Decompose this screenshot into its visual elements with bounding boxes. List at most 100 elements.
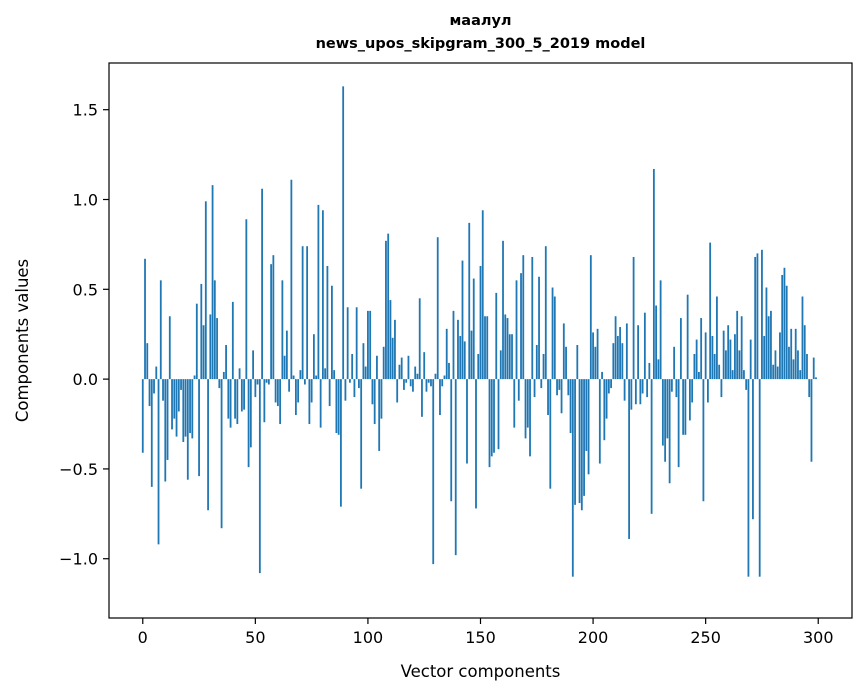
bar xyxy=(661,379,664,446)
bar xyxy=(806,353,808,380)
bar xyxy=(562,323,565,380)
bar xyxy=(360,379,363,489)
x-tick-label: 200 xyxy=(578,628,609,647)
bar xyxy=(423,352,426,380)
bar xyxy=(220,379,223,529)
bar xyxy=(164,379,167,482)
bar xyxy=(614,316,617,380)
bar xyxy=(515,280,518,380)
bar xyxy=(767,316,770,380)
bar xyxy=(711,336,714,380)
bar xyxy=(477,353,480,380)
bar xyxy=(607,379,610,394)
bar xyxy=(610,379,612,389)
bar xyxy=(425,379,428,392)
bar xyxy=(335,379,338,433)
bar xyxy=(815,377,817,380)
bar xyxy=(254,379,257,398)
bar xyxy=(605,379,608,419)
bar xyxy=(763,336,766,380)
bar xyxy=(175,379,178,437)
bar xyxy=(779,332,781,380)
bar xyxy=(168,316,171,380)
bar xyxy=(578,379,581,504)
bar xyxy=(439,379,441,416)
bar xyxy=(452,310,455,380)
bar xyxy=(369,310,372,380)
bar xyxy=(666,379,669,439)
bar xyxy=(812,357,815,380)
bar xyxy=(267,379,270,385)
bar xyxy=(740,316,743,380)
bar xyxy=(700,318,703,380)
bar xyxy=(436,237,439,380)
bar xyxy=(542,353,545,380)
bar xyxy=(409,379,412,387)
bar xyxy=(218,379,221,389)
bar xyxy=(328,379,331,407)
bar xyxy=(403,379,405,390)
bar xyxy=(655,305,658,380)
bar xyxy=(553,296,556,380)
bar xyxy=(387,233,390,380)
bar xyxy=(481,210,484,380)
bar xyxy=(785,285,788,380)
bar xyxy=(324,368,327,380)
bar xyxy=(385,240,387,380)
bar xyxy=(810,379,813,462)
bar xyxy=(159,280,162,380)
bar xyxy=(556,379,558,396)
bar xyxy=(756,253,759,380)
bar xyxy=(616,336,619,380)
bar xyxy=(670,379,673,392)
bar xyxy=(427,379,430,383)
bar xyxy=(576,344,579,380)
bar xyxy=(234,379,236,419)
bar xyxy=(794,328,797,380)
bar xyxy=(637,325,640,380)
bar xyxy=(808,379,811,398)
bar xyxy=(416,373,419,380)
bar xyxy=(186,379,189,480)
bar xyxy=(432,379,435,565)
bar xyxy=(580,379,583,511)
bar xyxy=(799,370,802,380)
y-tick-label: 1.0 xyxy=(73,191,98,210)
bar xyxy=(502,240,504,380)
bar xyxy=(398,364,401,380)
bar xyxy=(389,300,392,380)
bar xyxy=(463,341,466,380)
bar xyxy=(695,339,698,380)
bar xyxy=(524,379,527,439)
bar xyxy=(209,314,212,380)
bar xyxy=(290,179,293,380)
bar xyxy=(650,379,653,514)
bar xyxy=(743,370,745,380)
bar xyxy=(229,379,232,428)
bar xyxy=(315,375,318,380)
bar xyxy=(567,379,570,396)
bar xyxy=(263,379,266,423)
bar xyxy=(547,379,549,416)
bar xyxy=(549,379,552,489)
bar xyxy=(698,371,700,380)
bar xyxy=(520,273,522,380)
bar xyxy=(412,379,414,392)
bar xyxy=(443,375,446,380)
bar xyxy=(479,265,482,380)
bar xyxy=(308,379,311,425)
bar xyxy=(517,379,520,401)
bar xyxy=(191,379,194,439)
bar xyxy=(565,346,567,380)
bar xyxy=(511,334,513,380)
bar xyxy=(189,379,191,433)
bar xyxy=(148,379,151,407)
bar xyxy=(270,264,273,380)
bar xyxy=(144,258,146,380)
bar xyxy=(508,334,511,380)
bar xyxy=(162,379,164,401)
bar xyxy=(632,256,635,380)
bar xyxy=(155,366,158,380)
bar xyxy=(776,366,779,380)
bar xyxy=(150,379,153,487)
